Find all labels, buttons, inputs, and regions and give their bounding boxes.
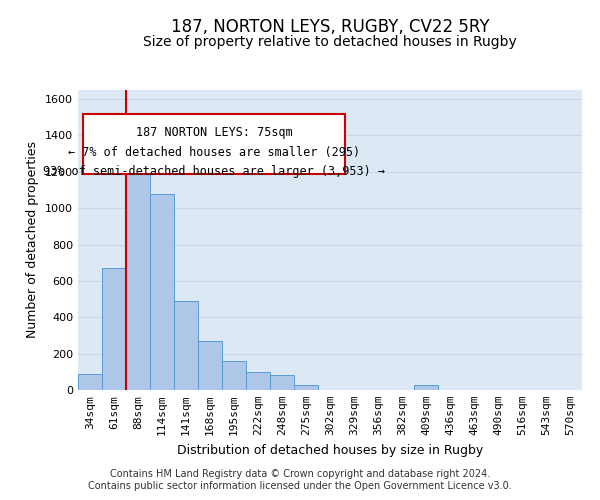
Bar [270,376,294,390]
Text: Contains HM Land Registry data © Crown copyright and database right 2024.: Contains HM Land Registry data © Crown c… [110,469,490,479]
Text: 187 NORTON LEYS: 75sqm: 187 NORTON LEYS: 75sqm [136,126,292,139]
Text: ← 7% of detached houses are smaller (295): ← 7% of detached houses are smaller (295… [68,146,360,158]
Bar [78,374,102,390]
X-axis label: Distribution of detached houses by size in Rugby: Distribution of detached houses by size … [177,444,483,456]
Text: Size of property relative to detached houses in Rugby: Size of property relative to detached ho… [143,35,517,49]
Bar [174,301,198,390]
FancyBboxPatch shape [83,114,345,174]
Bar [102,268,126,390]
Bar [198,341,222,390]
Y-axis label: Number of detached properties: Number of detached properties [26,142,40,338]
Text: 93% of semi-detached houses are larger (3,953) →: 93% of semi-detached houses are larger (… [43,165,385,178]
Bar [150,194,174,390]
Text: Contains public sector information licensed under the Open Government Licence v3: Contains public sector information licen… [88,481,512,491]
Bar [294,384,318,390]
Bar [126,142,150,390]
Bar [414,386,438,390]
Bar [246,372,270,390]
Text: 187, NORTON LEYS, RUGBY, CV22 5RY: 187, NORTON LEYS, RUGBY, CV22 5RY [170,18,490,36]
Bar [222,361,246,390]
